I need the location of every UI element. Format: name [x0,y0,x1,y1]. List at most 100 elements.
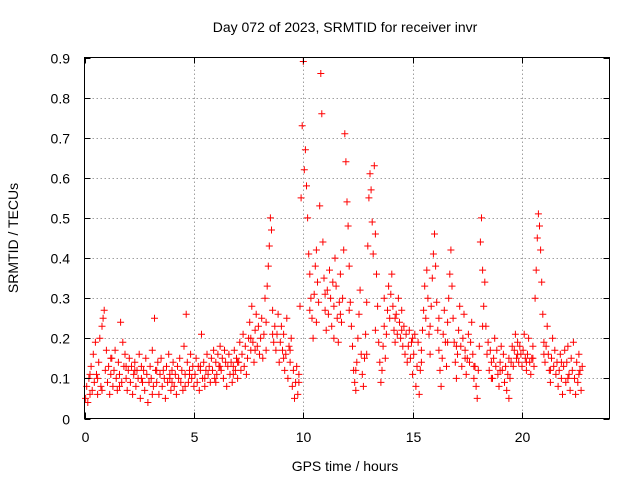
data-point [434,326,442,334]
data-point [307,294,315,302]
data-point [202,366,210,374]
data-point [546,378,554,386]
data-point [532,266,540,274]
data-point [398,306,406,314]
data-point [153,366,161,374]
data-point [370,162,378,170]
x-tick-label: 10 [296,429,312,445]
data-point [263,282,271,290]
data-point [259,354,267,362]
data-point [176,354,184,362]
data-point [572,390,580,398]
data-point [461,354,469,362]
data-point [296,302,304,310]
data-point [142,354,150,362]
data-point [376,358,384,366]
data-point [180,342,188,350]
data-point [225,350,233,358]
data-point [402,330,410,338]
data-point [472,382,480,390]
data-point [462,370,470,378]
data-point [435,314,443,322]
data-point [295,370,303,378]
data-point [148,390,156,398]
data-point [203,350,211,358]
data-point [125,354,133,362]
data-point [331,254,339,262]
data-point [86,390,94,398]
data-point [153,378,161,386]
data-point [113,386,121,394]
data-point [251,326,259,334]
data-point [388,270,396,278]
data-point [335,298,343,306]
data-point [432,262,440,270]
data-point [378,366,386,374]
grid [84,57,610,419]
data-point [88,386,96,394]
data-point [421,282,429,290]
data-point [560,362,568,370]
data-point [425,330,433,338]
data-point [218,354,226,362]
data-point [271,322,279,330]
x-tick-label: 5 [191,429,199,445]
data-point [146,362,154,370]
data-point [575,370,583,378]
data-point [268,226,275,234]
data-point [228,378,236,386]
data-point [490,354,498,362]
data-point [169,358,177,366]
data-point [341,130,349,138]
data-point [514,338,522,346]
data-point [192,354,200,362]
data-point [109,382,117,390]
data-point [546,366,554,374]
data-point [564,342,572,350]
data-point [172,390,180,398]
data-point [279,346,286,354]
data-point [310,290,318,298]
data-point [131,358,139,366]
data-point [530,362,538,370]
data-point [412,382,420,390]
data-point [248,302,256,310]
data-point [244,354,251,362]
data-point [198,330,205,338]
data-point [95,358,103,366]
data-point [575,350,583,358]
data-point [352,366,360,374]
data-point [540,350,548,358]
data-point [121,350,129,358]
data-point [504,370,512,378]
data-point [147,374,155,382]
data-point [182,310,190,318]
data-point [478,214,485,222]
data-point [549,334,557,342]
data-point [207,354,215,362]
data-point [286,346,294,354]
data-point [210,346,218,354]
data-point [440,306,448,314]
data-point [437,382,445,390]
data-point [288,382,296,390]
data-point [143,370,151,378]
data-point [518,362,526,370]
data-point [534,210,542,218]
data-point [332,282,340,290]
data-point [354,334,362,342]
data-point [355,310,363,318]
data-point [555,366,563,374]
data-point [529,342,537,350]
data-point [132,382,140,390]
data-point [262,346,270,354]
data-point [481,278,489,286]
data-point [499,350,507,358]
data-point [305,250,313,258]
data-point [363,350,371,358]
data-points [82,58,586,406]
data-point [345,262,353,270]
data-point [564,374,572,382]
data-point [89,350,97,358]
data-point [351,378,359,386]
